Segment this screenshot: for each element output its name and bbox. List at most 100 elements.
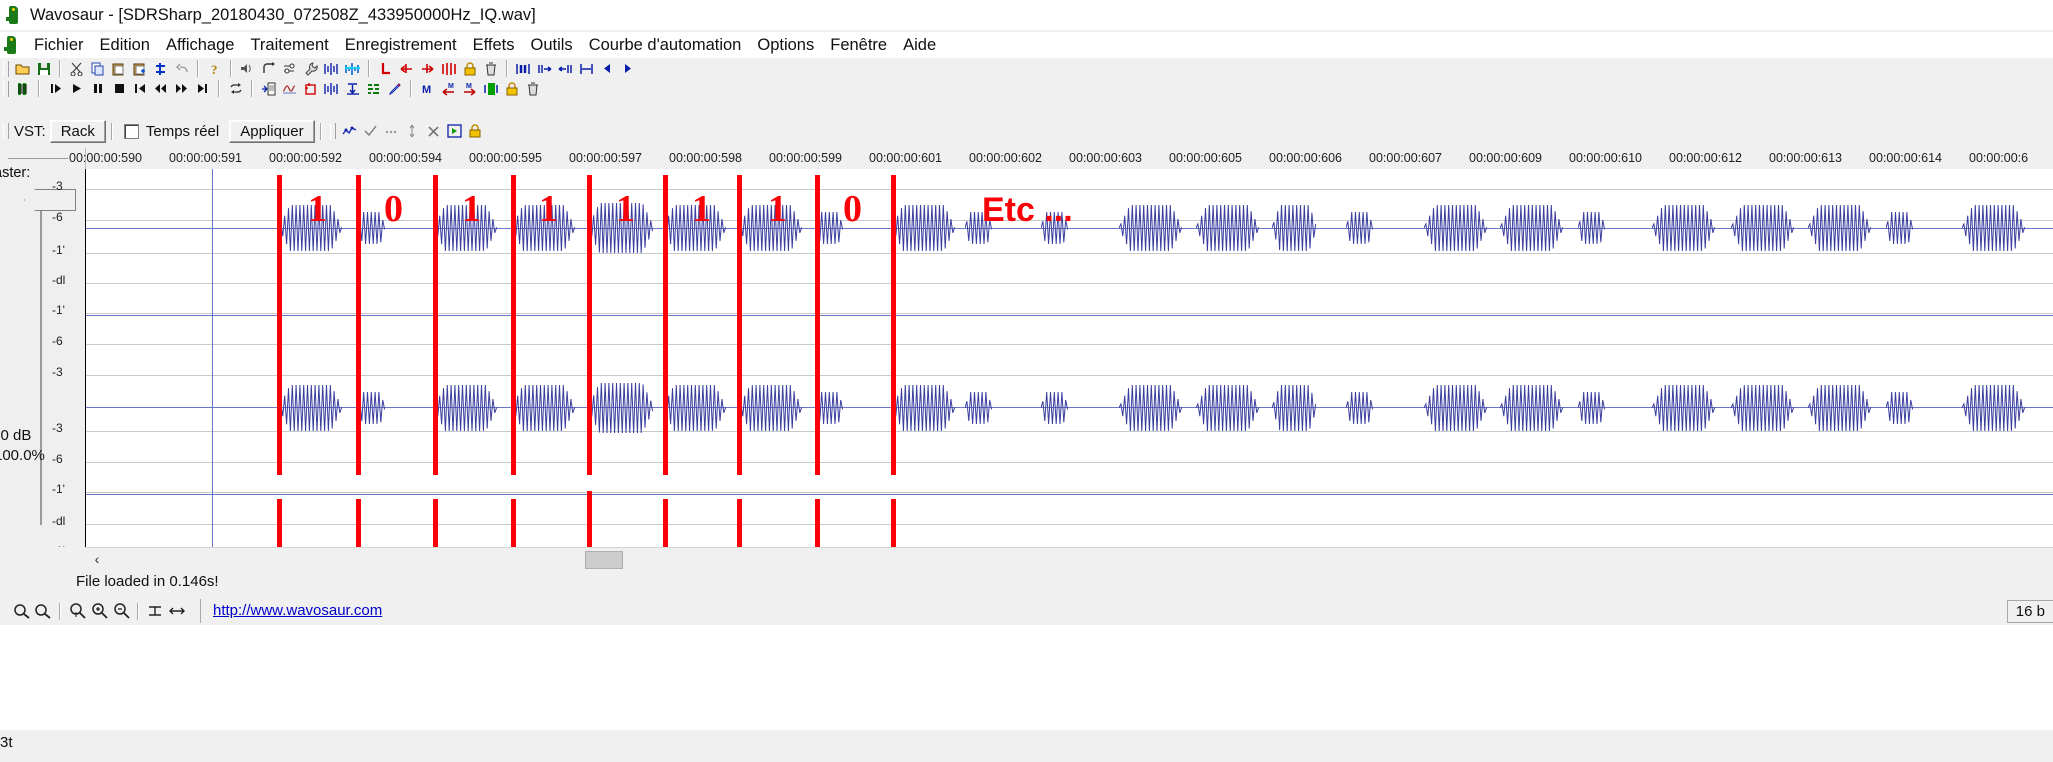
- checkbox-box[interactable]: [123, 123, 139, 139]
- marker-both-icon[interactable]: [439, 60, 458, 78]
- toolbar-grip[interactable]: [3, 80, 9, 97]
- toolbar-grip[interactable]: [3, 123, 9, 139]
- apply-button[interactable]: Appliquer: [229, 119, 315, 143]
- menu-item-effets[interactable]: Effets: [472, 35, 515, 54]
- envelope-curve-icon[interactable]: [280, 80, 299, 98]
- zoom-glass-icon[interactable]: [32, 601, 54, 621]
- dots-icon[interactable]: [382, 122, 401, 140]
- crop-icon[interactable]: [301, 80, 320, 98]
- zoom-fit-icon[interactable]: [577, 60, 596, 78]
- zoom-sel-icon[interactable]: [66, 601, 88, 621]
- batch-process-icon[interactable]: [259, 80, 278, 98]
- timeline-ruler[interactable]: 00:00:00:590 00:00:00:591 00:00:00:592 0…: [0, 148, 2053, 170]
- wavosaur-url-link[interactable]: http://www.wavosaur.com: [213, 602, 383, 619]
- zoom-horiz-icon[interactable]: [166, 601, 188, 621]
- next-arrow-icon[interactable]: [619, 60, 638, 78]
- paste-mix-icon[interactable]: [151, 60, 170, 78]
- vu-meter-icon[interactable]: [13, 80, 32, 98]
- trash-icon[interactable]: [523, 80, 542, 98]
- wavosaur-url-box[interactable]: http://www.wavosaur.com: [200, 599, 397, 623]
- volume-icon[interactable]: [238, 60, 257, 78]
- scrollbar-thumb[interactable]: [585, 551, 623, 569]
- open-folder-icon[interactable]: [13, 60, 32, 78]
- zoom-minus-icon[interactable]: [110, 601, 132, 621]
- waveform-blue-icon[interactable]: [322, 60, 341, 78]
- marker-m-icon[interactable]: M: [418, 80, 437, 98]
- menu-item-edition[interactable]: Edition: [99, 35, 150, 54]
- menu-item-outils[interactable]: Outils: [530, 35, 573, 54]
- marker-m-right-icon[interactable]: M: [460, 80, 479, 98]
- bit-marker: [663, 375, 668, 475]
- menu-item-affichage[interactable]: Affichage: [165, 35, 235, 54]
- cut-scissors-icon[interactable]: [67, 60, 86, 78]
- zoom-expand-icon[interactable]: [535, 60, 554, 78]
- marker-m-left-icon[interactable]: M: [439, 80, 458, 98]
- toolbar-grip[interactable]: [3, 60, 9, 77]
- copy-icon[interactable]: [88, 60, 107, 78]
- normalize-icon[interactable]: [343, 80, 362, 98]
- horizontal-scrollbar[interactable]: ‹: [85, 547, 2053, 570]
- paste-icon[interactable]: [109, 60, 128, 78]
- playback-cursor[interactable]: [212, 169, 213, 547]
- menu-item-traitement[interactable]: Traitement: [250, 35, 329, 54]
- master-slider-track[interactable]: [40, 197, 42, 525]
- close-x-icon[interactable]: [424, 122, 443, 140]
- main-toolbar: ?: [0, 58, 2053, 79]
- marker-green-icon[interactable]: [481, 80, 500, 98]
- menu-item-aide[interactable]: Aide: [903, 35, 937, 54]
- menu-item-enregistrement[interactable]: Enregistrement: [344, 35, 457, 54]
- lock-yellow-icon[interactable]: [466, 122, 485, 140]
- toolbar-separator: [59, 60, 61, 77]
- lock-icon[interactable]: [460, 60, 479, 78]
- menu-item-courbe-automation[interactable]: Courbe d'automation: [588, 35, 742, 54]
- spectrum-icon[interactable]: [364, 80, 383, 98]
- scroll-left-arrow-icon[interactable]: ‹: [94, 551, 100, 567]
- save-disk-icon[interactable]: [34, 60, 53, 78]
- trash-icon[interactable]: [481, 60, 500, 78]
- menu-item-fichier[interactable]: Fichier: [34, 35, 84, 54]
- lock-icon[interactable]: [502, 80, 521, 98]
- marker-left-arrow-icon[interactable]: [397, 60, 416, 78]
- master-slider-thumb[interactable]: [24, 189, 76, 211]
- automation-curve-icon[interactable]: [340, 122, 359, 140]
- vertical-move-icon[interactable]: [403, 122, 422, 140]
- undo-icon[interactable]: [172, 60, 191, 78]
- realtime-checkbox[interactable]: Temps réel: [123, 123, 223, 140]
- play-green-icon[interactable]: [445, 122, 464, 140]
- settings-list-icon[interactable]: [280, 60, 299, 78]
- paste-new-icon[interactable]: [130, 60, 149, 78]
- help-question-icon[interactable]: ?: [205, 60, 224, 78]
- pause-icon[interactable]: [88, 80, 107, 98]
- prev-arrow-icon[interactable]: [598, 60, 617, 78]
- wrench-icon[interactable]: [301, 60, 320, 78]
- waveform-display[interactable]: 1 0 1 1 1 1 1 0 Etc ...: [85, 169, 2053, 547]
- zoom-vert-icon[interactable]: [144, 601, 166, 621]
- play-from-start-icon[interactable]: [46, 80, 65, 98]
- stop-icon[interactable]: [109, 80, 128, 98]
- zoom-in-icon[interactable]: [88, 601, 110, 621]
- toolbar-grip[interactable]: [329, 123, 336, 139]
- fast-forward-icon[interactable]: [172, 80, 191, 98]
- bit-marker: [356, 175, 361, 295]
- menu-item-fenetre[interactable]: Fenêtre: [830, 35, 888, 54]
- zoom-sel-icon[interactable]: [514, 60, 533, 78]
- marker-l-icon[interactable]: [376, 60, 395, 78]
- db-tick: -3: [52, 421, 63, 435]
- loop-icon[interactable]: [226, 80, 245, 98]
- waveform-blue-icon[interactable]: [322, 80, 341, 98]
- skip-end-icon[interactable]: [193, 80, 212, 98]
- check-icon[interactable]: [361, 122, 380, 140]
- ruler-label: 00:00:00:603: [1069, 151, 1142, 165]
- menu-item-options[interactable]: Options: [757, 35, 815, 54]
- rack-button[interactable]: Rack: [49, 119, 106, 143]
- marker-right-arrow-icon[interactable]: [418, 60, 437, 78]
- bit-marker: [511, 175, 516, 295]
- skip-start-icon[interactable]: [130, 80, 149, 98]
- waveform-cyan-icon[interactable]: [343, 60, 362, 78]
- fade-icon[interactable]: [259, 60, 278, 78]
- zoom-shrink-icon[interactable]: [556, 60, 575, 78]
- play-icon[interactable]: [67, 80, 86, 98]
- rewind-icon[interactable]: [151, 80, 170, 98]
- zoom-out-icon[interactable]: [10, 601, 32, 621]
- pencil-draw-icon[interactable]: [385, 80, 404, 98]
